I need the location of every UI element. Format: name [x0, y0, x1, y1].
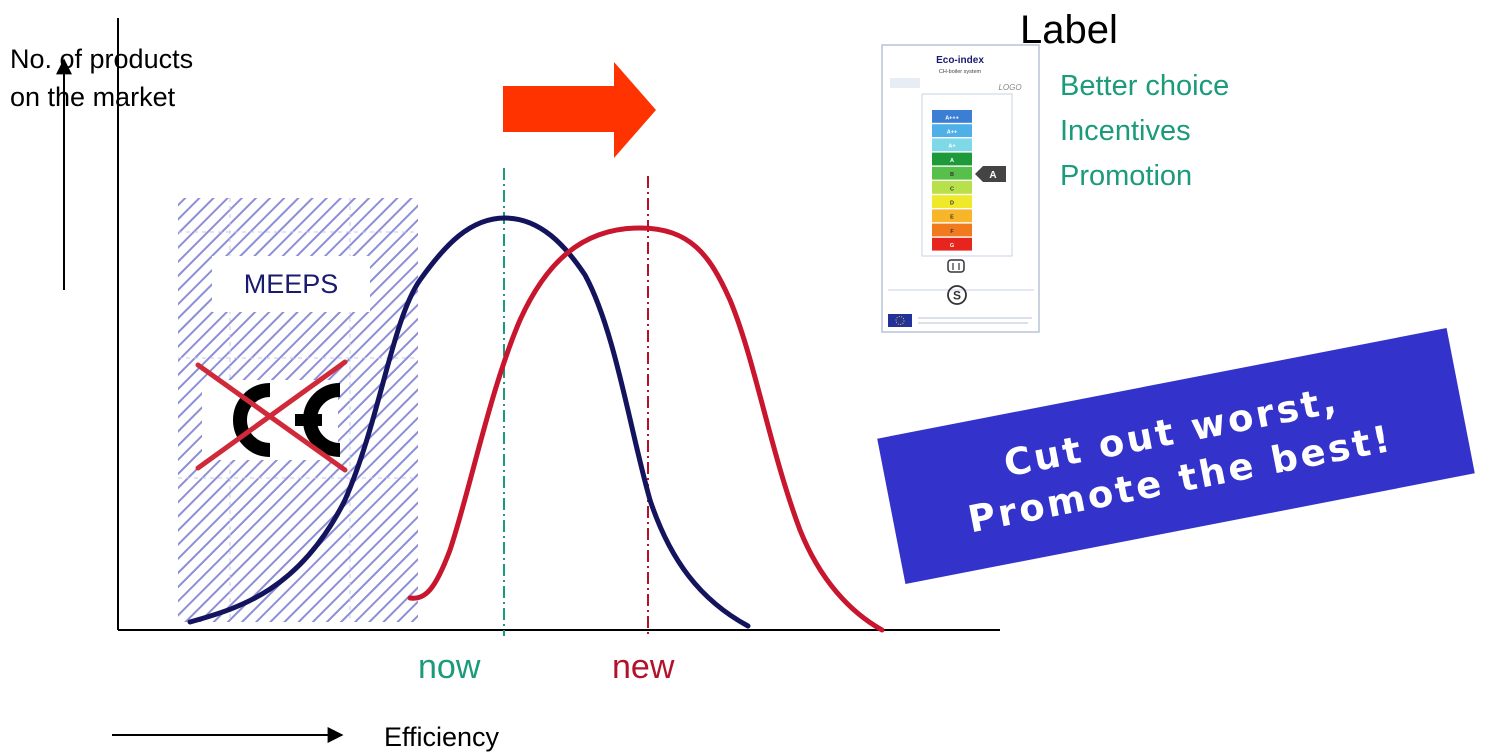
eco-class-bar-label: F: [950, 229, 954, 235]
eco-class-bar: [932, 138, 972, 152]
eco-class-bar: [932, 166, 972, 180]
x-axis-label: Efficiency: [384, 722, 500, 752]
eco-class-bar-label: C: [950, 186, 954, 192]
label-benefits-list: Better choice Incentives Promotion: [1060, 64, 1229, 199]
meeps-label: MEEPS: [212, 256, 370, 312]
eco-class-bar-label: D: [950, 201, 954, 207]
eco-selected-pointer: [975, 166, 1006, 182]
ce-mark-icon: [202, 380, 341, 460]
eu-flag-icon: [888, 314, 912, 327]
eco-class-bar: [932, 181, 972, 194]
eco-label-title: Eco-index: [936, 55, 984, 66]
eco-class-bar-label: A+++: [945, 115, 959, 121]
shift-right-arrow: [503, 62, 656, 158]
eco-label-logo: LOGO: [998, 83, 1021, 92]
benefit-better-choice: Better choice: [1060, 70, 1230, 102]
eco-class-bar: [932, 152, 972, 166]
eco-class-bars: A+++ A++ A+ A B C D E F G: [932, 110, 972, 251]
current-distribution-curve: [187, 215, 751, 629]
y-axis-label-line1: No. of products: [10, 44, 194, 74]
cross-out-icon: [195, 359, 348, 473]
eco-radiator-icon: [947, 259, 965, 273]
eco-class-bar-label: A++: [947, 130, 957, 136]
eco-class-bar-label: B: [950, 172, 954, 178]
now-label: now: [418, 648, 481, 686]
eco-class-bar-label: G: [950, 243, 954, 249]
label-title: Label: [1020, 8, 1118, 52]
eco-s-icon: [947, 285, 967, 305]
eco-class-bar: [932, 209, 972, 223]
eco-class-bar: [932, 195, 972, 208]
energy-label-card: Eco-index CH-boiler system LOGO A+++A++A…: [881, 44, 1040, 333]
benefit-promotion: Promotion: [1060, 160, 1193, 192]
new-label: new: [612, 648, 675, 686]
eco-class-bar: [932, 223, 972, 237]
eco-class-bar-label: E: [950, 215, 954, 221]
eco-class-bar: [932, 124, 972, 137]
eco-label-subtitle: CH-boiler system: [939, 69, 982, 75]
eco-class-bar: [932, 110, 972, 123]
eco-class-bar: [932, 237, 972, 251]
eco-selected-class: A: [989, 170, 996, 181]
future-distribution-curve: [407, 225, 885, 633]
y-axis-label: No. of products on the market: [10, 40, 193, 116]
eco-class-bar-label: A+: [948, 144, 955, 150]
eco-class-bar-label: A: [950, 158, 954, 164]
eco-s-letter: S: [953, 289, 961, 303]
benefit-incentives: Incentives: [1060, 115, 1191, 147]
y-axis-label-line2: on the market: [10, 82, 176, 112]
